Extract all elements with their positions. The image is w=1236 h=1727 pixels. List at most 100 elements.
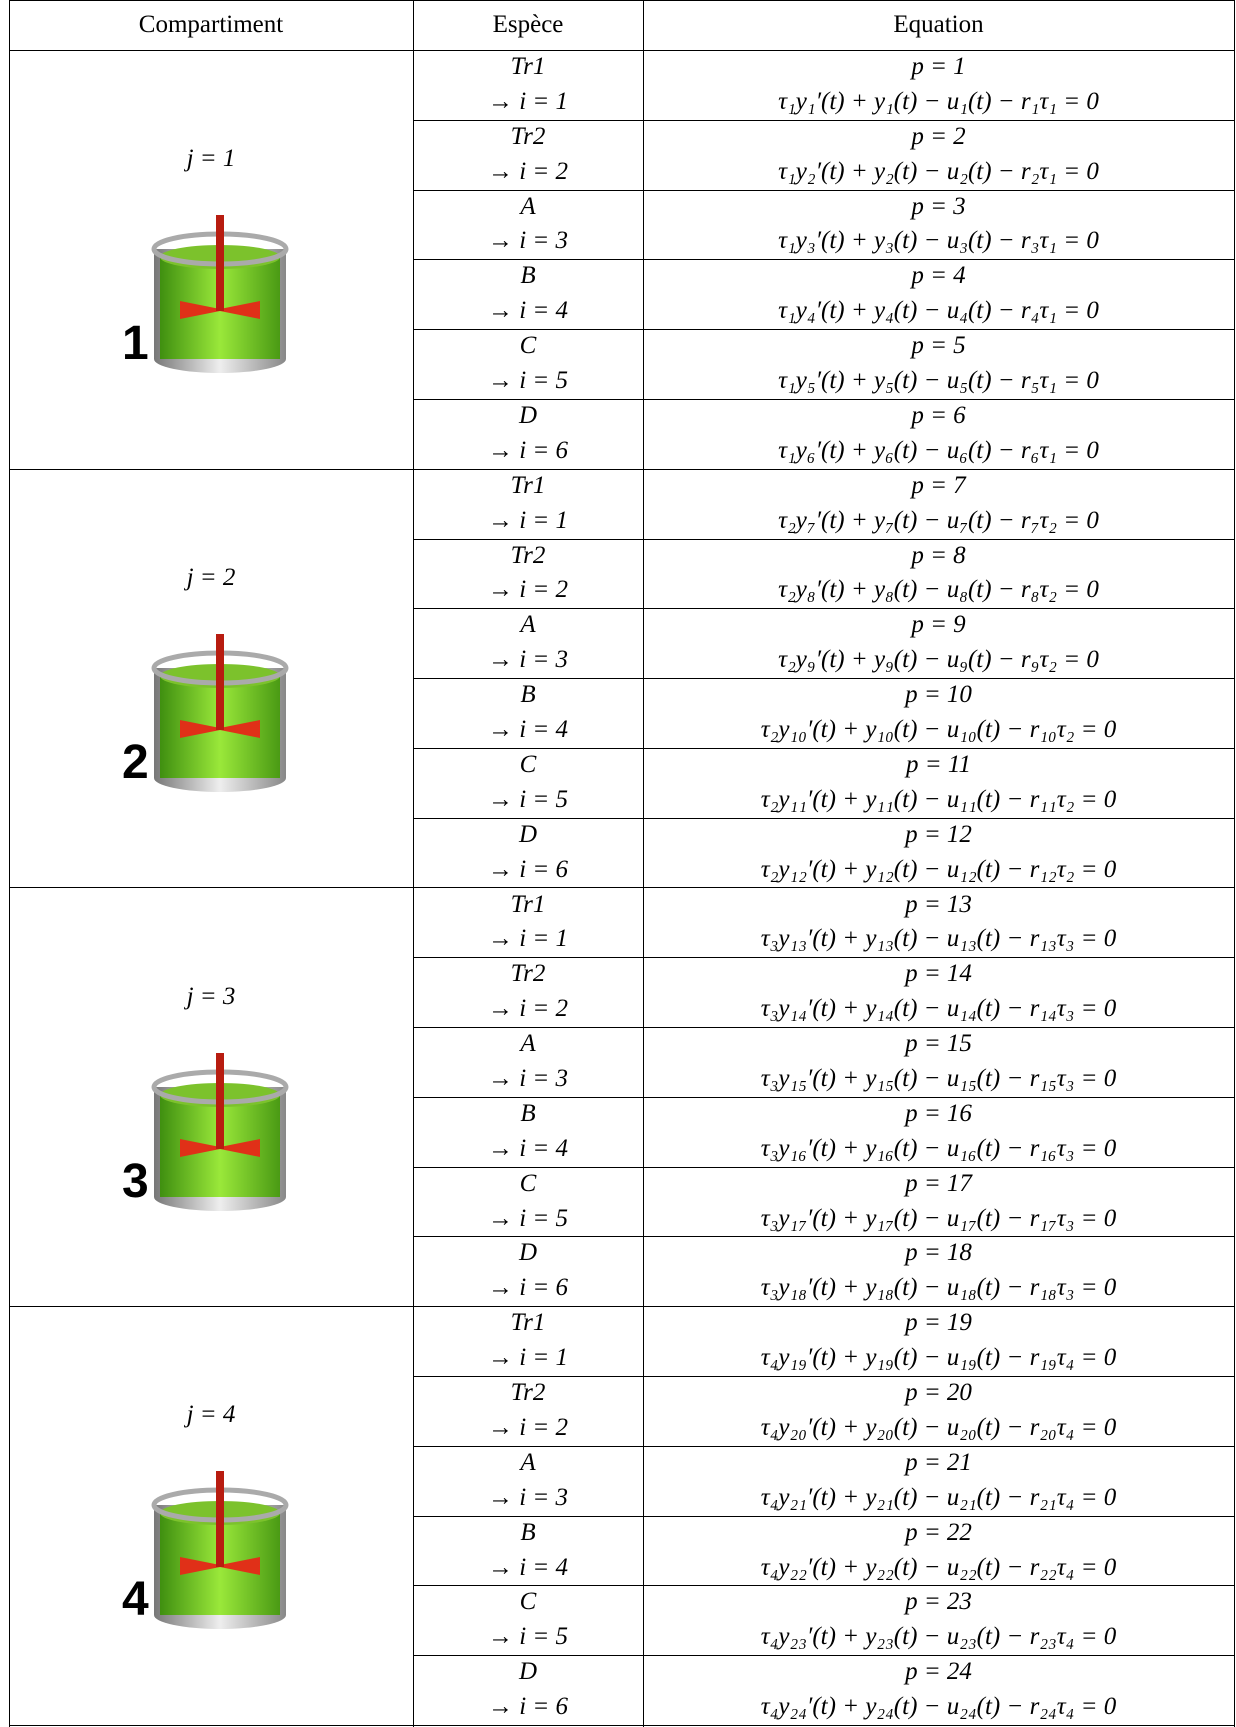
row-border <box>413 539 1234 540</box>
row-border <box>413 1446 1234 1447</box>
equation: τ₂y₈′(t) + y₈(t) − u₈(t) − r₈τ₂ = 0 <box>778 576 1099 604</box>
compartment-label: j = 3 <box>186 982 236 1010</box>
equation: τ₃y₁₈′(t) + y₁₈(t) − u₁₈(t) − r₁₈τ₃ = 0 <box>760 1274 1117 1302</box>
species-index: → i = 2 <box>487 576 569 604</box>
species-index: → i = 4 <box>487 1553 569 1581</box>
compartment-border <box>9 1725 1234 1726</box>
row-border <box>413 1236 1234 1237</box>
equation-index: p = 22 <box>905 1518 972 1546</box>
compartment-number: 3 <box>122 1155 149 1208</box>
species: Tr2 <box>510 541 546 569</box>
compartment-border <box>9 1306 1234 1307</box>
species-index: → i = 4 <box>487 297 569 325</box>
species-index: → i = 5 <box>487 1204 569 1232</box>
species-index: → i = 4 <box>487 716 569 744</box>
row-border <box>413 190 1234 191</box>
species-index: → i = 3 <box>487 646 569 674</box>
border <box>643 0 644 1727</box>
equation-index: p = 6 <box>911 401 966 429</box>
equation: τ₄y₂₂′(t) + y₂₂(t) − u₂₂(t) − r₂₂τ₄ = 0 <box>760 1553 1117 1581</box>
row-border <box>413 818 1234 819</box>
equation-index: p = 15 <box>905 1030 972 1058</box>
compartment-label: j = 4 <box>186 1401 236 1429</box>
reactor-icon: 2 <box>122 633 289 792</box>
compartment-number: 1 <box>122 317 149 370</box>
equation: τ₃y₁₃′(t) + y₁₃(t) − u₁₃(t) − r₁₃τ₃ = 0 <box>760 925 1117 953</box>
equation-index: p = 11 <box>905 750 971 778</box>
equation: τ₃y₁₇′(t) + y₁₇(t) − u₁₇(t) − r₁₇τ₃ = 0 <box>760 1204 1117 1232</box>
species: A <box>520 1030 536 1058</box>
equation: τ₂y₁₁′(t) + y₁₁(t) − u₁₁(t) − r₁₁τ₂ = 0 <box>760 785 1117 813</box>
row-border <box>413 1516 1234 1517</box>
species-index: → i = 5 <box>487 785 569 813</box>
species: Tr1 <box>510 471 546 499</box>
equation-index: p = 16 <box>905 1099 972 1127</box>
species-index: → i = 1 <box>487 506 569 534</box>
species: D <box>518 1239 538 1267</box>
species-index: → i = 2 <box>487 995 569 1023</box>
species-index: → i = 3 <box>487 1483 569 1511</box>
equation: τ₁y₃′(t) + y₃(t) − u₃(t) − r₃τ₁ = 0 <box>778 227 1099 255</box>
species: B <box>520 1518 536 1546</box>
species-index: → i = 6 <box>487 1274 569 1302</box>
compartment-label: j = 2 <box>186 563 236 591</box>
species: A <box>520 611 536 639</box>
equation-index: p = 14 <box>905 960 972 988</box>
row-border <box>413 957 1234 958</box>
species: C <box>519 1588 537 1616</box>
equation: τ₁y₆′(t) + y₆(t) − u₆(t) − r₆τ₁ = 0 <box>778 436 1099 464</box>
equation: τ₂y₁₀′(t) + y₁₀(t) − u₁₀(t) − r₁₀τ₂ = 0 <box>760 716 1117 744</box>
equation-index: p = 13 <box>905 890 972 918</box>
species: A <box>520 1448 536 1476</box>
header-compartment: Compartiment <box>138 11 284 38</box>
compartment-number: 4 <box>122 1573 149 1626</box>
equation: τ₁y₁′(t) + y₁(t) − u₁(t) − r₁τ₁ = 0 <box>778 87 1099 115</box>
row-border <box>413 1585 1234 1586</box>
row-border <box>413 748 1234 749</box>
border <box>9 0 10 1727</box>
species: C <box>519 332 537 360</box>
equation: τ₄y₁₉′(t) + y₁₉(t) − u₁₉(t) − r₁₉τ₄ = 0 <box>760 1344 1117 1372</box>
equation-index: p = 2 <box>911 122 966 150</box>
row-border <box>413 399 1234 400</box>
equation-index: p = 18 <box>905 1239 972 1267</box>
species-index: → i = 2 <box>487 157 569 185</box>
row-border <box>413 329 1234 330</box>
equation: τ₄y₂₃′(t) + y₂₃(t) − u₂₃(t) − r₂₃τ₄ = 0 <box>760 1623 1117 1651</box>
border <box>413 0 414 1727</box>
equation: τ₂y₉′(t) + y₉(t) − u₉(t) − r₉τ₂ = 0 <box>778 646 1099 674</box>
equation: τ₃y₁₄′(t) + y₁₄(t) − u₁₄(t) − r₁₄τ₃ = 0 <box>760 995 1117 1023</box>
species: D <box>518 1658 538 1686</box>
equation-index: p = 12 <box>905 820 972 848</box>
row-border <box>413 608 1234 609</box>
row-border <box>413 1167 1234 1168</box>
compartment-border <box>9 887 1234 888</box>
species-index: → i = 3 <box>487 1064 569 1092</box>
equation-index: p = 8 <box>911 541 966 569</box>
reactor-icon: 3 <box>122 1052 289 1211</box>
row-border <box>413 259 1234 260</box>
compartment-border <box>9 469 1234 470</box>
species-index: → i = 6 <box>487 436 569 464</box>
reactor-icon: 1 <box>122 215 289 374</box>
species: C <box>519 750 537 778</box>
species: D <box>518 820 538 848</box>
equation-index: p = 1 <box>911 53 966 80</box>
species: Tr2 <box>510 122 546 150</box>
row-border <box>413 120 1234 121</box>
species-index: → i = 1 <box>487 1344 569 1372</box>
species: B <box>520 681 536 709</box>
border <box>9 0 1234 1</box>
species: Tr2 <box>510 1379 546 1407</box>
equation: τ₂y₇′(t) + y₇(t) − u₇(t) − r₇τ₂ = 0 <box>778 506 1099 534</box>
species: C <box>519 1169 537 1197</box>
equation-index: p = 10 <box>905 681 972 709</box>
equation: τ₄y₂₁′(t) + y₂₁(t) − u₂₁(t) − r₂₁τ₄ = 0 <box>760 1483 1117 1511</box>
species: B <box>520 262 536 290</box>
row-border <box>413 678 1234 679</box>
equation-index: p = 17 <box>905 1169 972 1197</box>
species-index: → i = 2 <box>487 1413 569 1441</box>
species-index: → i = 6 <box>487 1693 569 1721</box>
equation-index: p = 7 <box>911 471 966 499</box>
species: Tr2 <box>510 960 546 988</box>
